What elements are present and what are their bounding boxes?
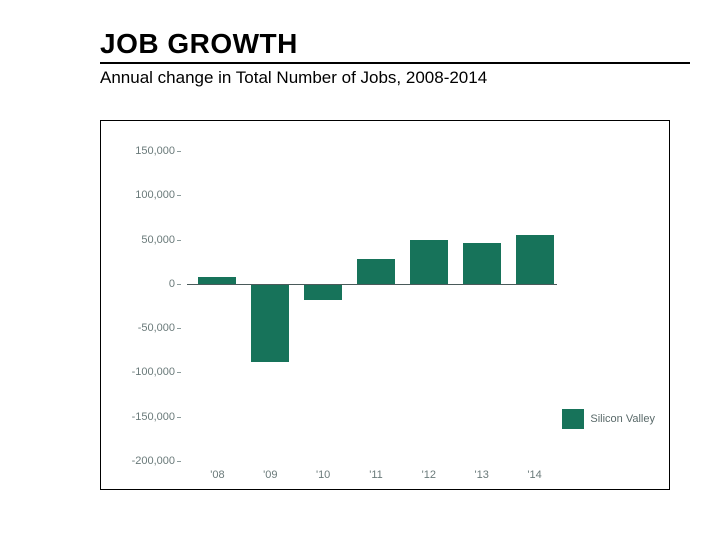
y-tick-label: -200,000 xyxy=(132,455,175,467)
y-tick-label: 100,000 xyxy=(135,189,175,201)
y-tick-mark xyxy=(177,328,181,329)
chart-inner: -200,000 -150,000 -100,000 -50,000 0 50,000 10… xyxy=(101,121,669,489)
y-tick-mark xyxy=(177,195,181,196)
bar-chart: -200,000-150,000-100,000-50,000050,00010… xyxy=(181,151,551,461)
x-tick-label: '12 xyxy=(422,469,436,481)
y-tick-label: -50,000 xyxy=(138,322,175,334)
y-tick-mark xyxy=(177,461,181,462)
y-tick-label: 150,000 xyxy=(135,145,175,157)
y-tick-label: -150,000 xyxy=(132,411,175,423)
title-rule xyxy=(100,62,690,64)
legend-label: Silicon Valley xyxy=(590,413,655,425)
y-tick-mark xyxy=(177,151,181,152)
y-tick-label: 50,000 xyxy=(141,234,175,246)
x-tick-label: '09 xyxy=(263,469,277,481)
y-tick-mark xyxy=(177,240,181,241)
legend-swatch-icon xyxy=(562,409,584,429)
chart-frame: -200,000 -150,000 -100,000 -50,000 0 50,000 10… xyxy=(100,120,670,490)
y-tick-mark xyxy=(177,417,181,418)
x-tick-label: '10 xyxy=(316,469,330,481)
chart-legend: Silicon Valley xyxy=(562,409,655,429)
x-tick-label: '11 xyxy=(369,469,383,481)
bar xyxy=(304,284,342,300)
y-tick-mark xyxy=(177,372,181,373)
y-tick-label: 0 xyxy=(169,278,175,290)
bar xyxy=(251,284,289,362)
page-subtitle: Annual change in Total Number of Jobs, 2… xyxy=(100,68,690,88)
bar xyxy=(463,243,501,284)
page-title: JOB GROWTH xyxy=(100,28,690,60)
y-tick-mark xyxy=(177,284,181,285)
header: JOB GROWTH Annual change in Total Number… xyxy=(100,28,690,88)
bar xyxy=(198,277,236,284)
bar xyxy=(516,235,554,284)
y-tick-label: -100,000 xyxy=(132,366,175,378)
bars-group xyxy=(181,151,551,461)
zero-axis-line xyxy=(187,284,557,285)
x-tick-label: '13 xyxy=(475,469,489,481)
bar xyxy=(357,259,395,284)
x-tick-label: '14 xyxy=(527,469,541,481)
x-tick-label: '08 xyxy=(210,469,224,481)
bar xyxy=(410,240,448,284)
